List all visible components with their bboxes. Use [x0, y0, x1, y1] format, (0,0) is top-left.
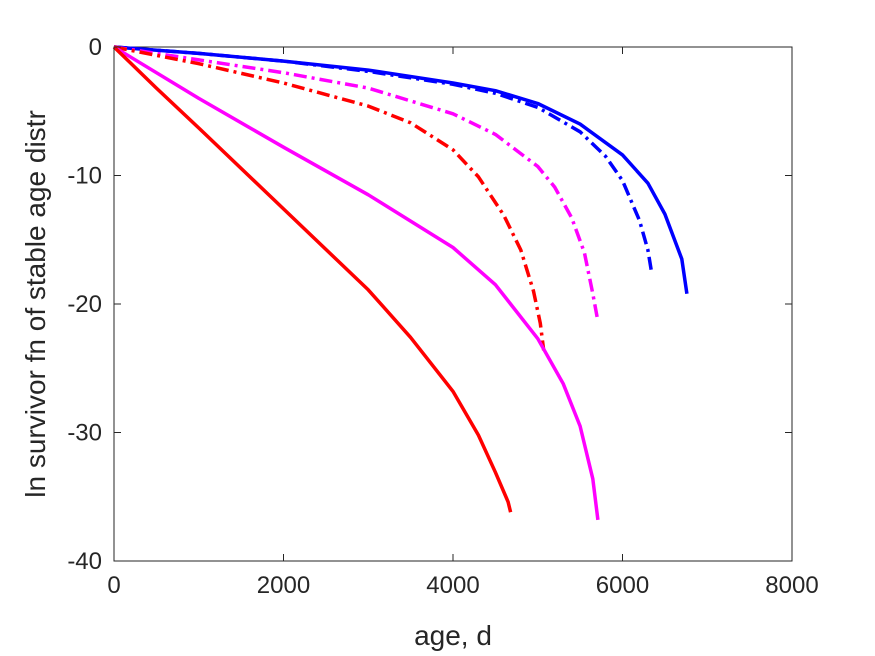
y-tick-label: -30: [67, 420, 102, 447]
x-tick-label: 4000: [426, 572, 479, 599]
plot-area: [113, 46, 793, 562]
y-tick-label: -10: [67, 163, 102, 190]
y-axis-label: ln survivor fn of stable age distr: [20, 110, 51, 498]
x-tick-label: 2000: [257, 572, 310, 599]
x-tick-label: 8000: [765, 572, 818, 599]
y-tick-label: -20: [67, 291, 102, 318]
series-line-1: [113, 45, 689, 294]
tick-layer: 0 2000 4000 6000 8000 0 -10 -20 -30 -40: [67, 34, 818, 599]
x-axis-label: age, d: [414, 620, 492, 651]
series-layer: [112, 45, 689, 521]
y-tick-label: 0: [89, 34, 102, 61]
series-line-3: [113, 45, 599, 318]
y-tick-label: -40: [67, 548, 102, 575]
series-line-4: [113, 45, 546, 351]
x-tick-label: 6000: [596, 572, 649, 599]
x-tick-label: 0: [107, 572, 120, 599]
series-line-5: [113, 45, 600, 521]
series-line-6: [112, 45, 513, 513]
